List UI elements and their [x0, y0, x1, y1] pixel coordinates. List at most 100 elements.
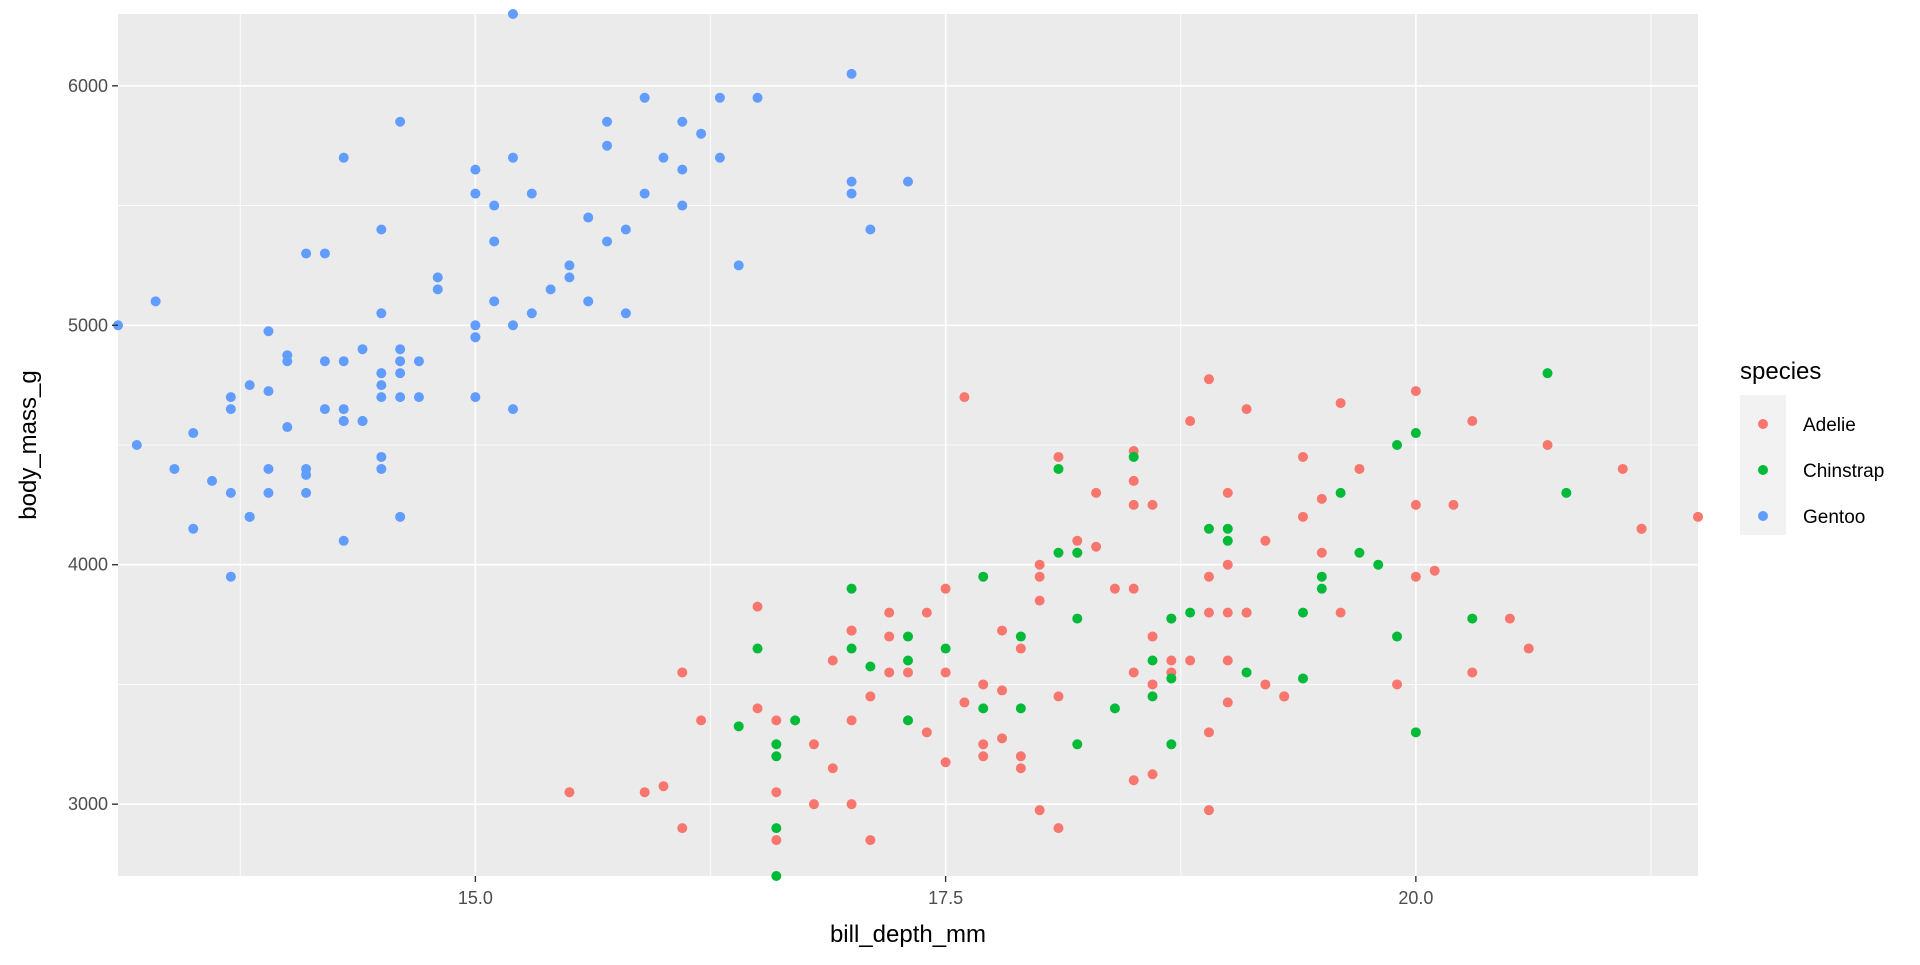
x-axis-title: bill_depth_mm: [830, 921, 986, 948]
data-point-adelie: [884, 607, 895, 618]
data-point-chinstrap: [1373, 559, 1384, 570]
data-point-gentoo: [301, 248, 312, 259]
data-point-chinstrap: [940, 643, 951, 654]
data-point-gentoo: [150, 296, 161, 307]
y-axis-ticks: 3000 4000 5000 6000: [68, 76, 118, 814]
data-point-chinstrap: [1316, 571, 1327, 582]
data-point-gentoo: [338, 404, 349, 415]
y-tick-label: 4000: [68, 555, 108, 575]
data-point-adelie: [1467, 416, 1478, 427]
data-point-adelie: [1203, 571, 1214, 582]
data-point-chinstrap: [1241, 667, 1252, 678]
data-point-chinstrap: [903, 655, 913, 666]
data-point-adelie: [1316, 547, 1327, 558]
data-point-gentoo: [602, 140, 613, 151]
data-point-chinstrap: [1166, 673, 1177, 684]
data-point-chinstrap: [1185, 607, 1196, 618]
data-point-adelie: [865, 691, 876, 702]
data-point-adelie: [997, 625, 1008, 636]
data-point-adelie: [771, 835, 782, 846]
data-point-adelie: [752, 703, 763, 714]
data-point-adelie: [1147, 769, 1158, 780]
data-point-gentoo: [865, 224, 876, 235]
data-point-gentoo: [470, 332, 481, 343]
data-point-adelie: [959, 392, 970, 403]
data-point-gentoo: [395, 368, 406, 379]
legend-item-chinstrap: Chinstrap: [1758, 461, 1884, 482]
data-point-chinstrap: [846, 643, 857, 654]
data-point-gentoo: [244, 511, 255, 522]
data-point-gentoo: [432, 272, 443, 283]
data-point-gentoo: [432, 284, 443, 295]
data-point-gentoo: [583, 296, 594, 307]
data-point-gentoo: [489, 236, 500, 247]
legend-item-gentoo: Gentoo: [1758, 507, 1865, 528]
data-point-gentoo: [395, 344, 406, 355]
data-point-gentoo: [207, 475, 218, 486]
legend-title: species: [1740, 358, 1821, 385]
series-gentoo: [113, 9, 913, 582]
data-point-gentoo: [639, 188, 650, 199]
data-point-gentoo: [733, 260, 744, 271]
series-chinstrap: [733, 368, 1572, 881]
data-point-gentoo: [752, 92, 763, 103]
data-point-adelie: [1410, 386, 1421, 397]
data-point-adelie: [1429, 565, 1440, 576]
data-point-adelie: [1147, 499, 1158, 510]
data-point-chinstrap: [1147, 655, 1158, 666]
data-point-gentoo: [413, 356, 424, 367]
data-point-gentoo: [658, 152, 669, 163]
data-point-gentoo: [225, 392, 236, 403]
data-point-adelie: [1260, 679, 1271, 690]
data-point-adelie: [1504, 613, 1515, 624]
data-point-chinstrap: [1335, 487, 1346, 498]
data-point-gentoo: [714, 152, 725, 163]
data-point-adelie: [1091, 487, 1102, 498]
data-point-chinstrap: [1410, 428, 1421, 439]
data-point-adelie: [808, 799, 819, 810]
y-tick-label: 3000: [68, 794, 108, 814]
data-point-gentoo: [846, 176, 857, 187]
data-point-adelie: [865, 835, 876, 846]
data-point-adelie: [639, 787, 650, 798]
data-point-adelie: [884, 667, 895, 678]
data-point-adelie: [1241, 404, 1252, 415]
minor-gridlines: [118, 14, 1698, 876]
legend-label: Chinstrap: [1803, 461, 1884, 482]
data-point-gentoo: [244, 380, 255, 391]
data-point-chinstrap: [1410, 727, 1421, 738]
data-point-adelie: [1523, 643, 1534, 654]
data-point-gentoo: [263, 463, 274, 474]
data-point-chinstrap: [771, 823, 782, 834]
data-point-adelie: [940, 583, 951, 594]
data-point-adelie: [1053, 451, 1064, 462]
data-point-adelie: [1617, 463, 1628, 474]
data-point-adelie: [1316, 493, 1327, 504]
data-point-adelie: [752, 601, 763, 612]
data-point-chinstrap: [1015, 703, 1026, 714]
data-point-gentoo: [564, 272, 575, 283]
data-point-adelie: [903, 667, 913, 678]
data-point-gentoo: [489, 200, 500, 211]
data-point-gentoo: [376, 451, 387, 462]
data-point-gentoo: [395, 392, 406, 403]
legend-swatch: [1758, 465, 1768, 475]
data-point-gentoo: [376, 224, 387, 235]
data-point-gentoo: [357, 416, 368, 427]
data-point-chinstrap: [1222, 523, 1233, 534]
data-point-chinstrap: [1072, 613, 1083, 624]
data-point-adelie: [1222, 697, 1233, 708]
data-point-gentoo: [413, 392, 424, 403]
data-point-adelie: [1128, 775, 1139, 786]
data-point-adelie: [1109, 583, 1120, 594]
data-point-adelie: [1298, 511, 1308, 522]
legend-swatch: [1758, 419, 1768, 429]
data-point-chinstrap: [752, 643, 763, 654]
data-point-adelie: [1203, 607, 1214, 618]
data-point-adelie: [1354, 463, 1365, 474]
data-point-adelie: [1222, 559, 1233, 570]
data-point-gentoo: [620, 308, 631, 319]
data-point-gentoo: [564, 260, 575, 271]
